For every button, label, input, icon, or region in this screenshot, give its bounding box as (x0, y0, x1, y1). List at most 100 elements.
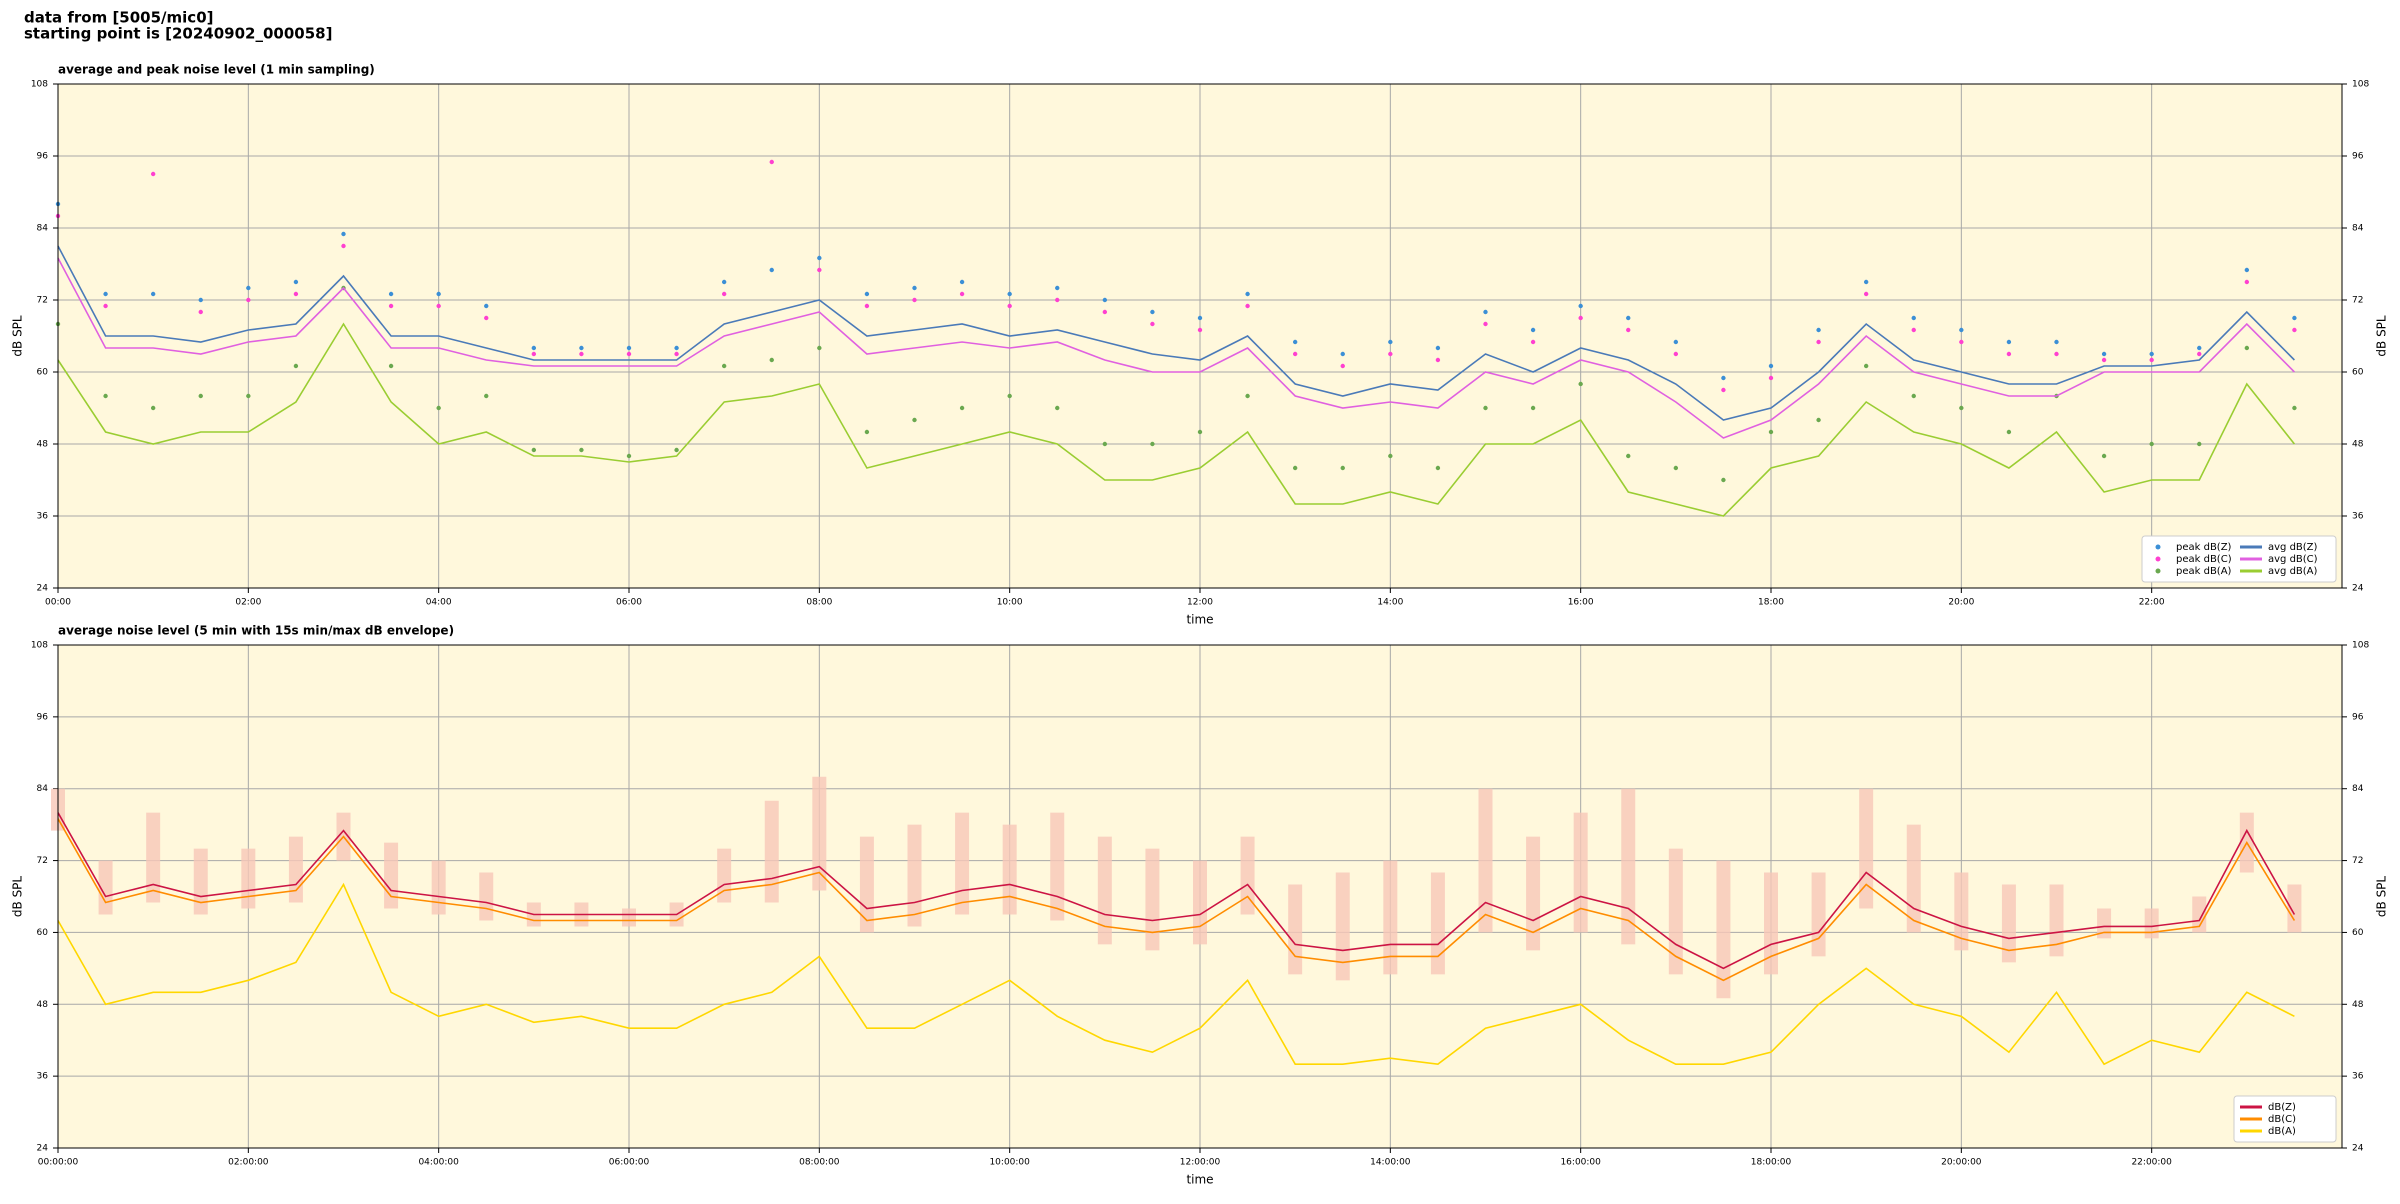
y-tick-label: 84 (37, 784, 49, 794)
legend-marker (2155, 544, 2161, 550)
peak-point (1626, 315, 1631, 321)
header-line: data from [5005/mic0] (24, 9, 214, 27)
y-axis-label: dB SPL (2375, 876, 2389, 918)
peak-point (484, 315, 489, 321)
y-tick-label: 48 (37, 1000, 49, 1010)
peak-point (1578, 381, 1583, 387)
legend-box (2141, 535, 2337, 583)
peak-point (2292, 315, 2297, 321)
legend-label: dB(A) (2268, 1126, 2296, 1137)
peak-point (1768, 363, 1774, 369)
peak-point (1150, 321, 1155, 327)
y-tick-label: 48 (2352, 1000, 2364, 1010)
peak-point (912, 297, 917, 303)
peak-point (436, 303, 441, 309)
peak-point (1816, 327, 1821, 333)
peak-point (674, 351, 679, 357)
peak-point (1007, 393, 1012, 399)
y-tick-label: 60 (37, 928, 49, 938)
peak-point (1673, 351, 1679, 357)
x-tick-label: 20:00 (1948, 598, 1974, 608)
x-tick-label: 04:00:00 (418, 1158, 459, 1168)
x-tick-label: 00:00:00 (38, 1158, 79, 1168)
x-tick-label: 10:00:00 (989, 1158, 1030, 1168)
peak-point (1530, 327, 1536, 333)
peak-point (150, 171, 156, 177)
peak-point (484, 393, 489, 399)
peak-point (1340, 351, 1345, 357)
y-tick-label: 84 (37, 224, 49, 234)
peak-point (1530, 405, 1536, 411)
peak-point (1863, 291, 1869, 297)
peak-point (1626, 453, 1631, 459)
y-tick-label: 84 (2352, 784, 2364, 794)
y-axis-label: dB SPL (11, 315, 25, 357)
y-tick-label: 60 (2352, 368, 2364, 378)
peak-point (1435, 465, 1441, 471)
peak-point (1816, 339, 1821, 345)
peak-point (1911, 327, 1916, 333)
peak-point (2292, 405, 2297, 411)
peak-point (1292, 339, 1298, 345)
peak-point (2149, 357, 2154, 363)
plot-frame (57, 644, 2343, 1149)
y-tick-label: 24 (2352, 1144, 2364, 1154)
x-tick-label: 00:00 (45, 598, 71, 608)
peak-point (626, 351, 632, 357)
peak-point (103, 303, 108, 309)
y-tick-label: 36 (37, 512, 49, 522)
peak-point (959, 405, 965, 411)
peak-point (2197, 441, 2202, 447)
peak-point (2101, 453, 2107, 459)
peak-point (436, 291, 441, 297)
legend-marker (2155, 568, 2161, 574)
y-tick-label: 72 (37, 856, 48, 866)
x-tick-label: 12:00 (1187, 598, 1213, 608)
peak-point (1721, 387, 1726, 393)
peak-point (1007, 291, 1012, 297)
y-tick-label: 96 (2352, 712, 2364, 722)
peak-point (1721, 477, 1726, 483)
peak-point (1245, 291, 1250, 297)
peak-point (150, 291, 156, 297)
peak-point (864, 291, 870, 297)
peak-point (1150, 309, 1155, 315)
peak-point (1340, 363, 1345, 369)
peak-point (579, 345, 584, 351)
legend-label: avg dB(Z) (2268, 542, 2318, 553)
x-tick-label: 14:00 (1377, 598, 1403, 608)
y-tick-label: 96 (37, 152, 49, 162)
peak-point (1959, 327, 1964, 333)
subplot-title: average noise level (5 min with 15s min/… (58, 624, 454, 638)
peak-point (1340, 465, 1345, 471)
peak-point (2244, 279, 2250, 285)
y-tick-label: 48 (37, 440, 49, 450)
peak-point (1245, 303, 1250, 309)
peak-point (1911, 393, 1916, 399)
peak-point (1435, 345, 1441, 351)
x-tick-label: 02:00 (235, 598, 261, 608)
x-tick-label: 18:00 (1758, 598, 1784, 608)
peak-point (103, 393, 108, 399)
peak-point (721, 363, 727, 369)
peak-point (1673, 339, 1679, 345)
peak-point (674, 447, 679, 453)
peak-point (2292, 327, 2297, 333)
legend-marker (2155, 556, 2161, 562)
peak-point (1292, 465, 1298, 471)
plot-frame (57, 83, 2343, 589)
series-line (57, 882, 2295, 1066)
peak-point (1530, 339, 1536, 345)
x-tick-label: 08:00:00 (799, 1158, 840, 1168)
peak-point (1292, 351, 1298, 357)
peak-point (1673, 465, 1679, 471)
peak-point (531, 447, 537, 453)
peak-point (2054, 339, 2059, 345)
peak-point (864, 429, 870, 435)
peak-point (150, 405, 156, 411)
peak-point (1150, 441, 1155, 447)
series-line (57, 812, 2296, 970)
peak-point (817, 255, 822, 261)
peak-point (579, 351, 584, 357)
